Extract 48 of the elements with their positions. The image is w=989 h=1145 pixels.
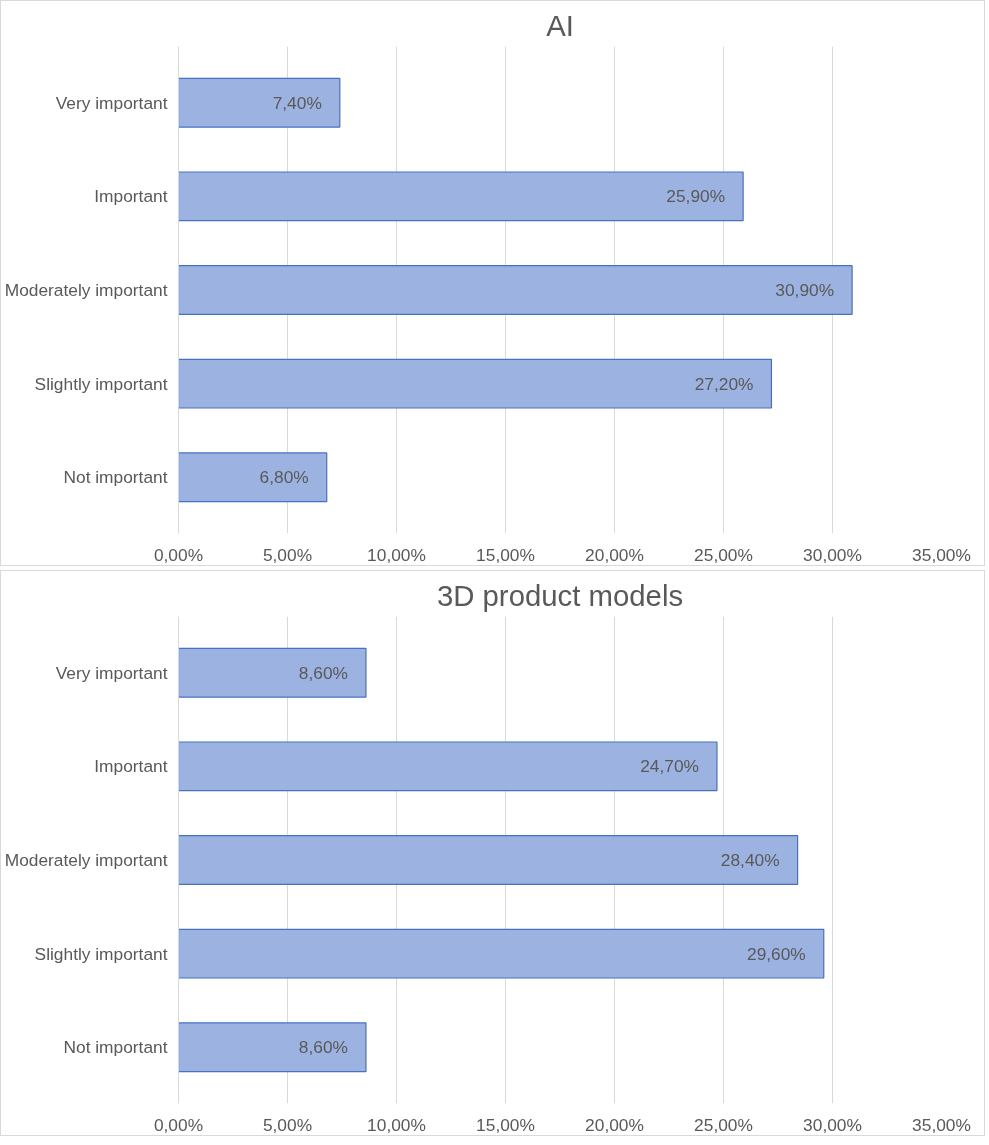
chart-title: 3D product models: [436, 578, 684, 612]
bar: [178, 647, 367, 698]
chart-title: AI: [546, 8, 574, 42]
y-tick-label: Important: [94, 186, 168, 207]
bar: [178, 835, 799, 885]
data-label: 8,60%: [298, 1037, 348, 1058]
bar: [178, 171, 744, 222]
x-tick-label: 25,00%: [694, 544, 753, 565]
x-tick-label: 35,00%: [912, 1114, 971, 1135]
bar: [178, 358, 773, 409]
bar: [178, 265, 853, 315]
x-tick-label: 30,00%: [803, 1114, 862, 1135]
x-tick-label: 10,00%: [367, 544, 426, 565]
x-tick-label: 25,00%: [694, 1114, 753, 1135]
data-label: 8,60%: [298, 662, 348, 683]
y-tick-label: Slightly important: [34, 373, 168, 394]
x-tick-label: 0,00%: [153, 544, 204, 565]
x-tick-label: 35,00%: [912, 544, 971, 565]
y-tick-label: Important: [94, 756, 168, 777]
bar: [178, 928, 825, 979]
data-label: 24,70%: [640, 756, 699, 777]
bar: [178, 741, 718, 792]
data-label: 6,80%: [259, 467, 309, 488]
bar: [178, 77, 341, 128]
x-tick-label: 20,00%: [585, 1114, 644, 1135]
x-tick-label: 0,00%: [153, 1114, 204, 1135]
bar: [178, 452, 328, 503]
y-tick-label: Very important: [55, 662, 168, 683]
bar: [178, 1022, 367, 1073]
x-tick-label: 5,00%: [262, 1114, 313, 1135]
data-label: 30,90%: [775, 280, 835, 300]
data-label: 28,40%: [720, 850, 780, 870]
x-tick-label: 15,00%: [476, 544, 535, 565]
y-tick-label: Slightly important: [34, 943, 168, 964]
data-label: 29,60%: [747, 943, 806, 964]
x-tick-label: 10,00%: [367, 1114, 426, 1135]
data-label: 25,90%: [666, 186, 726, 207]
data-label: 7,40%: [272, 92, 322, 113]
y-tick-label: Not important: [63, 467, 168, 488]
y-tick-label: Moderately important: [4, 850, 168, 870]
y-tick-label: Moderately important: [4, 280, 168, 300]
x-tick-label: 15,00%: [476, 1114, 535, 1135]
y-tick-label: Not important: [63, 1037, 168, 1058]
x-tick-label: 20,00%: [585, 544, 644, 565]
x-tick-label: 30,00%: [803, 544, 862, 565]
y-tick-label: Very important: [55, 92, 168, 113]
data-label: 27,20%: [694, 373, 754, 394]
x-tick-label: 5,00%: [262, 544, 313, 565]
